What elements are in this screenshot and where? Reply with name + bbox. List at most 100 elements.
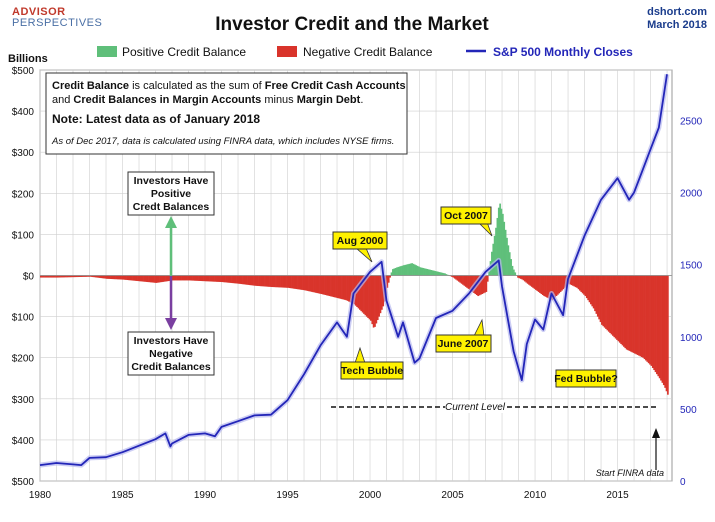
credit-balance-bar bbox=[544, 275, 547, 297]
credit-balance-bar bbox=[229, 275, 232, 283]
credit-balance-bar bbox=[209, 275, 211, 282]
y-right-tick-label: 0 bbox=[680, 477, 686, 488]
credit-balance-bar bbox=[40, 275, 42, 278]
credit-balance-bar bbox=[563, 275, 566, 288]
credit-balance-bar bbox=[118, 275, 121, 280]
credit-balance-bar bbox=[141, 275, 144, 282]
credit-balance-bar bbox=[436, 271, 438, 276]
finra-label: Start FINRA data bbox=[596, 468, 664, 478]
credit-balance-bar bbox=[187, 275, 189, 281]
credit-balance-bar bbox=[635, 275, 638, 355]
credit-balance-bar bbox=[617, 275, 620, 342]
credit-balance-bar bbox=[643, 275, 646, 360]
callout-tech-box bbox=[340, 361, 404, 380]
credit-balance-bar bbox=[386, 275, 389, 288]
credit-balance-bar bbox=[477, 275, 479, 297]
credit-balance-bar bbox=[401, 265, 404, 276]
credit-balance-bar bbox=[367, 275, 369, 318]
credit-balance-bar bbox=[349, 275, 352, 303]
credit-balance-bar bbox=[235, 275, 237, 284]
credit-balance-bar bbox=[188, 275, 191, 281]
credit-balance-bar bbox=[533, 275, 536, 289]
credit-balance-bar bbox=[605, 275, 607, 329]
credit-balance-bar bbox=[614, 275, 617, 339]
credit-balance-bar bbox=[574, 275, 577, 288]
y-left-tick-label: $0 bbox=[23, 272, 35, 283]
callout-oct2007: Oct 2007 bbox=[440, 206, 493, 237]
credit-balance-bar bbox=[651, 275, 654, 368]
y-right-tick-label: 2000 bbox=[680, 189, 703, 200]
credit-balance-bar bbox=[137, 275, 140, 282]
credit-balance-bar bbox=[390, 272, 393, 276]
negative-label-line1: Investors Have bbox=[134, 335, 209, 347]
credit-balance-bar bbox=[269, 275, 272, 287]
credit-balance-bar bbox=[323, 275, 325, 295]
callout-june2007-box bbox=[435, 334, 492, 353]
credit-balance-bar bbox=[517, 275, 519, 278]
credit-balance-bar bbox=[112, 275, 115, 280]
credit-balance-bar bbox=[631, 275, 633, 353]
credit-balance-bar bbox=[247, 275, 250, 285]
credit-balance-bar bbox=[378, 275, 380, 317]
credit-balance-bar bbox=[78, 275, 81, 278]
credit-balance-bar bbox=[178, 275, 181, 281]
credit-balance-bar bbox=[464, 275, 467, 287]
credit-balance-bar bbox=[430, 270, 433, 276]
credit-balance-bar bbox=[433, 270, 435, 276]
credit-balance-bar bbox=[313, 275, 316, 293]
positive-label-frame bbox=[127, 171, 215, 216]
credit-balance-bar bbox=[119, 275, 122, 280]
logo-line1: ADVISOR bbox=[12, 6, 66, 18]
credit-balance-bar bbox=[249, 275, 251, 286]
credit-balance-bar bbox=[114, 275, 116, 280]
credit-balance-bar bbox=[276, 275, 279, 288]
credit-balance-bar bbox=[176, 275, 178, 281]
credit-balance-bar bbox=[338, 275, 341, 299]
legend-swatch-negative bbox=[277, 46, 297, 57]
source-site: dshort.com bbox=[647, 6, 707, 18]
credit-balance-bar bbox=[359, 275, 361, 310]
credit-balance-bar bbox=[398, 266, 401, 276]
credit-balance-bar bbox=[562, 275, 565, 290]
credit-balance-bar bbox=[291, 275, 294, 289]
credit-balance-bar bbox=[418, 266, 420, 276]
credit-balance-bar bbox=[293, 275, 295, 289]
x-tick-label: 1990 bbox=[194, 490, 217, 501]
credit-balance-bar bbox=[250, 275, 253, 286]
credit-balance-bar bbox=[350, 275, 353, 303]
credit-balance-bar bbox=[93, 275, 96, 278]
credit-balance-bar bbox=[68, 275, 71, 278]
credit-balance-bar bbox=[133, 275, 136, 281]
credit-balance-bar bbox=[429, 269, 431, 276]
credit-balance-bar bbox=[221, 275, 224, 283]
credit-balance-bar bbox=[101, 275, 104, 279]
credit-balance-bar bbox=[482, 275, 485, 294]
credit-balance-bar bbox=[97, 275, 100, 278]
credit-balance-bar bbox=[282, 275, 284, 288]
credit-balance-bar bbox=[334, 275, 336, 298]
credit-balance-bar bbox=[63, 275, 66, 278]
credit-balance-bar bbox=[409, 263, 412, 276]
credit-balance-bar bbox=[64, 275, 67, 278]
credit-balance-bar bbox=[55, 275, 57, 278]
credit-balance-bar bbox=[407, 264, 409, 276]
credit-balance-bar bbox=[319, 275, 321, 294]
credit-balance-bar bbox=[492, 243, 495, 276]
credit-balance-bar bbox=[381, 275, 383, 310]
credit-balance-bar bbox=[408, 263, 411, 276]
credit-balance-bar bbox=[202, 275, 204, 282]
credit-balance-bar bbox=[455, 275, 457, 280]
credit-balance-bar bbox=[547, 275, 550, 299]
credit-balance-bar bbox=[437, 271, 440, 276]
credit-balance-bar bbox=[82, 275, 85, 277]
credit-balance-bar bbox=[572, 275, 574, 286]
credit-balance-bar bbox=[599, 275, 602, 323]
credit-balance-bar bbox=[557, 275, 559, 295]
credit-balance-bar bbox=[122, 275, 125, 280]
credit-balance-bar bbox=[558, 275, 561, 294]
credit-balance-bar bbox=[258, 275, 261, 287]
credit-balance-series bbox=[40, 203, 672, 395]
credit-balance-bar bbox=[665, 275, 668, 392]
credit-balance-bar bbox=[44, 275, 46, 278]
credit-balance-bar bbox=[273, 275, 276, 288]
